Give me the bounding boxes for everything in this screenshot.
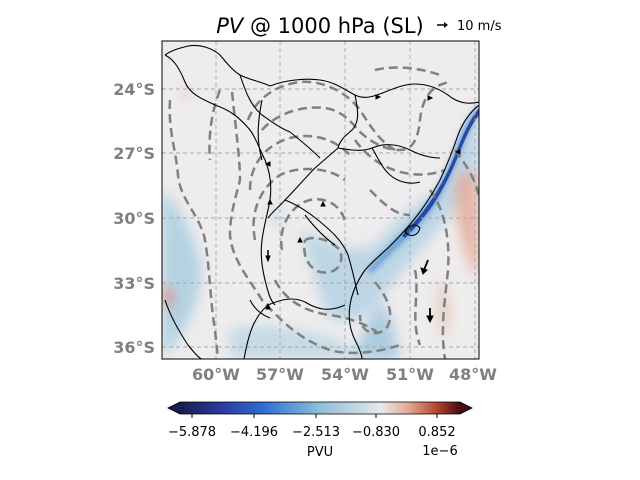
map-panel: [162, 41, 479, 359]
colorbar: −5.878 −4.196 −2.513 −0.830 0.852 PVU 1e…: [167, 401, 473, 460]
wind-vector: [267, 198, 273, 205]
colorbar-gradient: [180, 402, 460, 414]
coastal-pv-band: [366, 105, 479, 273]
lat-label: 27°S: [113, 144, 155, 163]
colorbar-tick: −2.513: [292, 425, 340, 440]
wind-vector: [423, 259, 429, 271]
colorbar-tick: −5.878: [168, 425, 216, 440]
wind-vector: [264, 161, 271, 167]
wind-vector: [420, 267, 428, 275]
wind-vector: [320, 200, 326, 207]
colorbar-extend-max: [460, 402, 472, 414]
lon-label: 57°W: [256, 365, 304, 384]
colorbar-exponent: 1e−6: [422, 444, 457, 459]
wind-vector: [297, 236, 303, 243]
lat-label: 33°S: [113, 274, 155, 293]
colorbar-unit-label: PVU: [307, 445, 333, 460]
longitude-labels: 60°W 57°W 54°W 51°W 48°W: [192, 365, 497, 384]
lat-label: 24°S: [113, 80, 155, 99]
colorbar-tick: 0.852: [418, 425, 455, 440]
lon-label: 51°W: [386, 365, 434, 384]
wind-vector: [454, 149, 461, 155]
map-frame: [161, 40, 480, 360]
colorbar-tick: −4.196: [230, 425, 278, 440]
wind-vector: [375, 94, 382, 100]
pressure-contours: [168, 66, 479, 359]
latitude-labels: 24°S 27°S 30°S 33°S 36°S: [113, 80, 155, 357]
lon-label: 54°W: [321, 365, 369, 384]
wind-vector: [427, 95, 434, 101]
lon-label: 60°W: [192, 365, 240, 384]
colorbar-tick: −0.830: [352, 425, 400, 440]
wind-vectors: [264, 94, 461, 324]
quiver-key-label: 10 m/s: [457, 19, 502, 34]
wind-vector: [426, 315, 434, 324]
gridlines: [162, 41, 479, 359]
lat-label: 36°S: [113, 338, 155, 357]
colorbar-extend-min: [168, 402, 180, 414]
figure-title: PV @ 1000 hPa (SL): [216, 14, 424, 38]
quiver-key: 10 m/s: [437, 19, 502, 34]
lon-label: 48°W: [449, 365, 497, 384]
coastlines-borders: [164, 44, 479, 359]
wind-vector: [265, 302, 271, 310]
wind-vector: [265, 255, 271, 263]
lat-label: 30°S: [113, 209, 155, 228]
